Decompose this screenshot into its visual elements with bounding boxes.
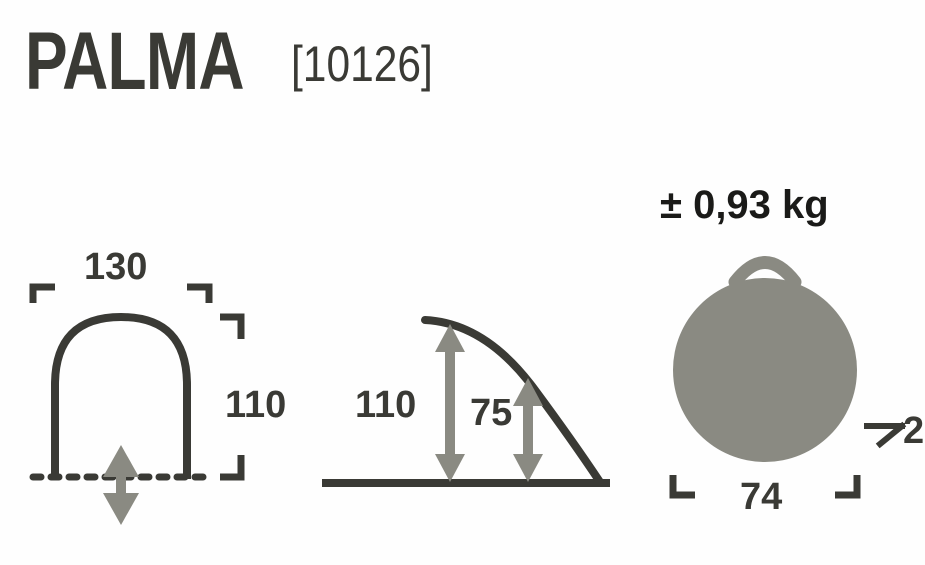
header: PALMA [10126] (25, 15, 502, 109)
pack-pegs-label: 2 (903, 410, 924, 452)
diagrams-container: 130 110 110 75 (0, 185, 925, 565)
pack-diagram: 74 2 (640, 185, 925, 545)
pack-weight-label: ± 0,93 kg (660, 183, 829, 228)
product-name: PALMA (25, 15, 244, 109)
front-width-label: 130 (84, 246, 147, 288)
product-code: [10126] (291, 35, 433, 93)
front-view-diagram: 130 110 (15, 225, 295, 545)
side-opening-label: 75 (470, 392, 512, 434)
side-view-diagram: 110 75 (310, 225, 630, 525)
front-height-label: 110 (225, 384, 286, 426)
pack-diameter-label: 74 (740, 476, 782, 518)
side-height-label: 110 (355, 384, 416, 426)
